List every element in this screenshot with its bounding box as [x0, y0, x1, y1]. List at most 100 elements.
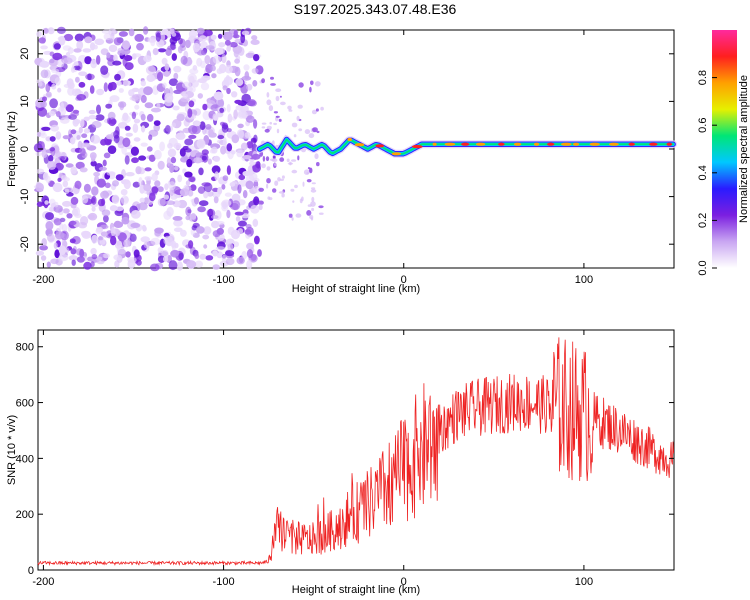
noise-blob: [311, 196, 315, 202]
noise-blob: [310, 80, 314, 86]
noise-blob: [164, 93, 174, 103]
noise-blob: [96, 55, 101, 65]
noise-blob: [238, 174, 246, 181]
y-tick-label: 400: [16, 453, 34, 465]
noise-blob: [287, 105, 292, 110]
noise-blob: [170, 250, 180, 258]
noise-blob: [122, 80, 128, 87]
noise-blob: [144, 102, 154, 109]
noise-blob: [163, 70, 170, 77]
noise-blob: [237, 109, 247, 118]
y-tick-label: 0: [28, 565, 34, 577]
noise-blob: [213, 196, 219, 204]
snr-y-label: SNR (10 * v/v): [6, 415, 18, 485]
noise-blob: [69, 238, 76, 244]
noise-blob: [93, 44, 98, 50]
noise-blob: [124, 62, 134, 71]
noise-blob: [270, 83, 276, 86]
noise-blob: [57, 87, 62, 93]
noise-blob: [187, 108, 193, 118]
noise-blob: [234, 211, 244, 216]
noise-blob: [148, 134, 153, 141]
noise-blob: [125, 132, 133, 137]
noise-blob: [90, 160, 97, 167]
noise-blob: [218, 42, 226, 48]
x-tick-label: -100: [213, 576, 235, 588]
noise-blob: [253, 54, 260, 62]
noise-blob: [116, 248, 126, 255]
noise-blob: [125, 251, 131, 258]
noise-blob: [101, 209, 111, 217]
noise-blob: [140, 80, 146, 87]
noise-blob: [76, 135, 81, 140]
noise-blob: [65, 104, 74, 113]
noise-blob: [211, 73, 217, 79]
noise-blob: [49, 58, 55, 64]
noise-blob: [128, 89, 135, 97]
noise-blob: [97, 198, 105, 207]
noise-blob: [253, 134, 258, 143]
noise-blob: [242, 155, 252, 160]
noise-blob: [207, 158, 212, 165]
noise-blob: [115, 174, 124, 181]
noise-blob: [275, 95, 280, 102]
noise-blob: [116, 81, 122, 86]
noise-blob: [291, 217, 294, 221]
noise-blob: [96, 104, 101, 115]
noise-blob: [292, 200, 295, 203]
noise-blob: [318, 205, 324, 209]
noise-blob: [291, 169, 298, 174]
noise-blob: [188, 134, 197, 139]
noise-blob: [237, 184, 242, 194]
noise-blob: [303, 169, 310, 175]
colorbar-ticks: 0.0 0.2 0.4 0.6 0.8: [697, 70, 717, 276]
noise-blob: [290, 188, 295, 192]
noise-blob: [223, 31, 233, 41]
noise-blob: [179, 148, 186, 157]
noise-blob: [167, 45, 177, 51]
noise-blob: [78, 126, 83, 134]
noise-blob: [109, 95, 120, 103]
noise-blob: [149, 192, 156, 202]
noise-blob: [181, 81, 192, 89]
noise-blob: [320, 106, 324, 111]
signal-hotspot: [547, 142, 555, 146]
noise-blob: [192, 42, 200, 53]
noise-blob: [105, 103, 113, 109]
noise-blob: [83, 183, 91, 193]
noise-blob: [237, 46, 245, 56]
noise-blob: [78, 81, 86, 88]
noise-blob: [240, 33, 246, 44]
noise-blob: [131, 111, 137, 120]
signal-hotspot: [589, 142, 600, 146]
noise-blob: [41, 126, 51, 131]
noise-blob: [131, 157, 139, 164]
noise-blob: [43, 27, 49, 35]
noise-blob: [106, 117, 112, 125]
noise-blob: [80, 118, 85, 128]
noise-blob: [310, 189, 317, 193]
noise-blob: [210, 34, 217, 40]
noise-blob: [288, 109, 293, 112]
noise-blob: [114, 73, 121, 81]
noise-blob: [224, 192, 232, 197]
noise-blob: [198, 35, 207, 42]
noise-blob: [67, 86, 75, 96]
noise-blob: [76, 94, 87, 101]
noise-blob: [190, 150, 196, 157]
noise-blob: [217, 135, 225, 140]
noise-blob: [206, 191, 214, 197]
noise-blob: [269, 158, 276, 162]
noise-blob: [123, 239, 131, 248]
noise-blob: [188, 75, 195, 84]
noise-blob: [144, 176, 153, 181]
noise-blob: [237, 123, 244, 129]
noise-blob: [141, 125, 146, 133]
y-tick-label: 600: [16, 398, 34, 410]
noise-blob: [253, 119, 258, 129]
signal-hotspot: [347, 137, 353, 142]
snr-x-label: Height of straight line (km): [292, 584, 420, 596]
noise-blob: [161, 29, 169, 35]
noise-blob: [186, 158, 193, 168]
noise-blob: [202, 234, 210, 240]
